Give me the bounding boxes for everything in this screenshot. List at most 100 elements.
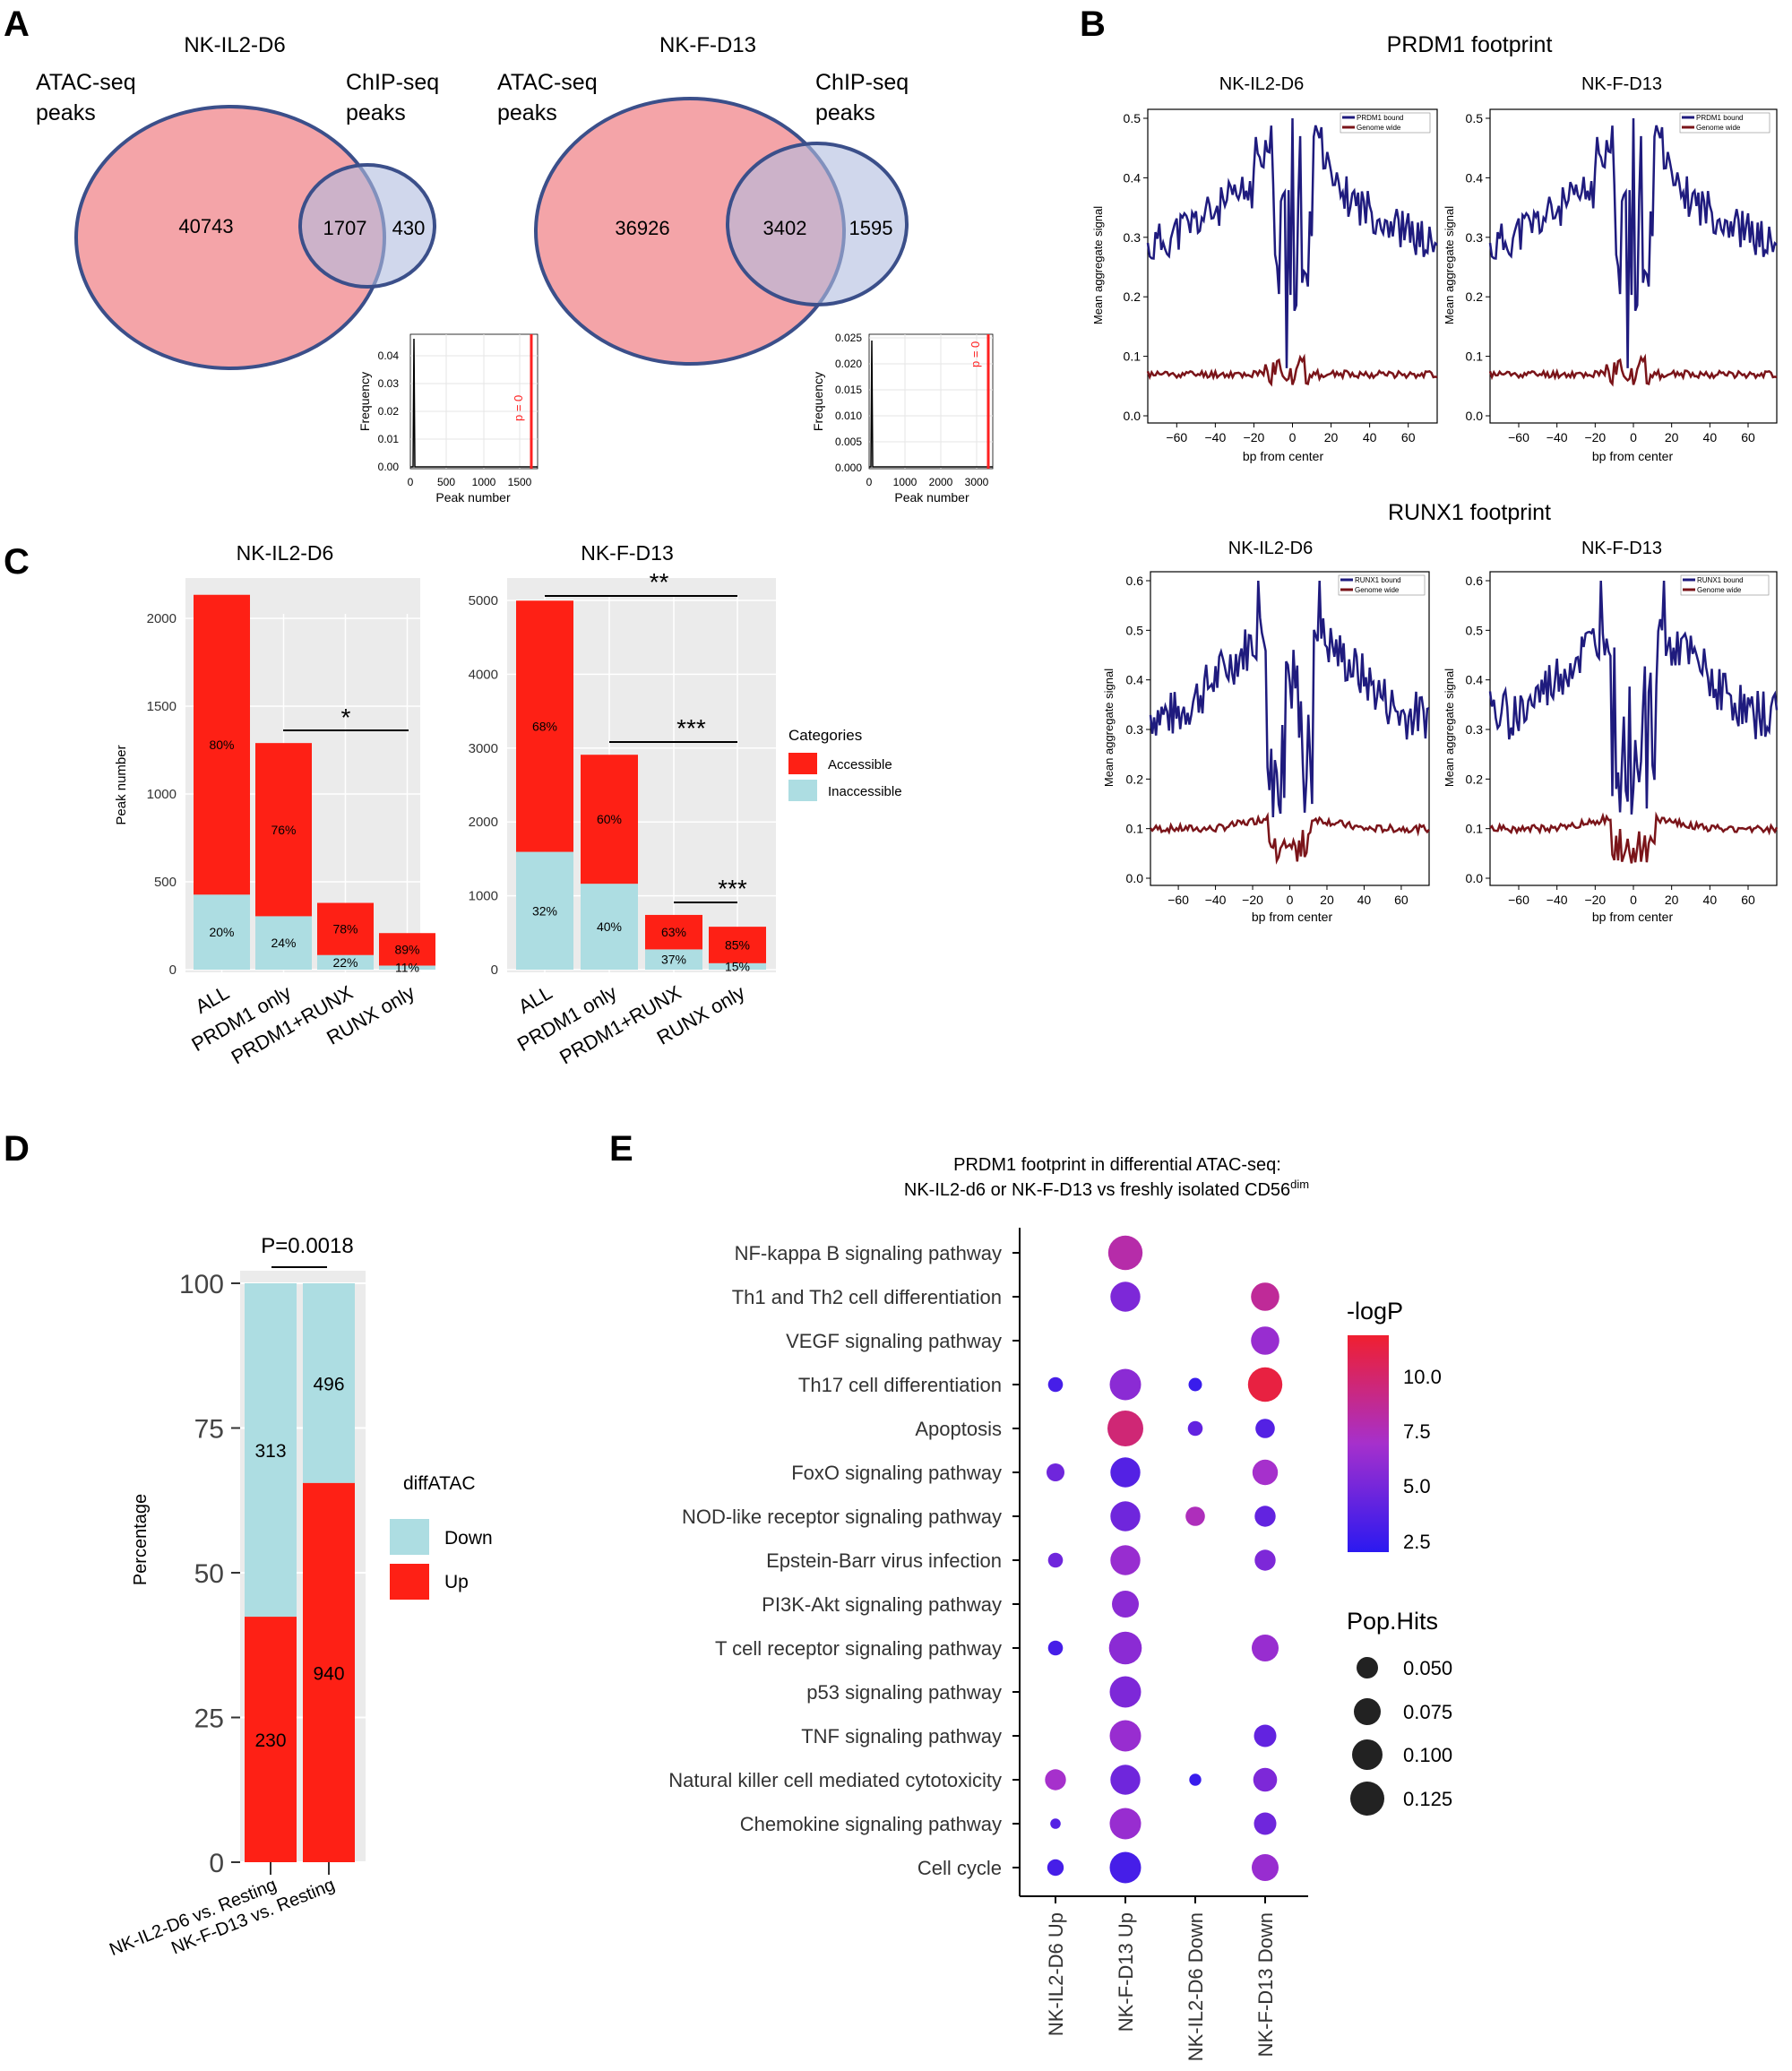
bar-inaccessible — [709, 962, 766, 970]
panel-c: NK-IL2-D6 NK-F-D13 Peak number 0 500 1000 1… — [114, 541, 902, 1068]
legend-d-label-up: Up — [444, 1572, 469, 1592]
x-tick-label: 40 — [1703, 430, 1718, 444]
x-tick-label: NK-IL2-D6 Up — [1045, 1912, 1067, 2036]
legend-e-color-tick: 5.0 — [1403, 1475, 1431, 1497]
bar-right-title: NK-F-D13 — [581, 541, 674, 565]
footprint-ylabel: Mean aggregate signal — [1102, 669, 1116, 787]
venn-left-overlap: 1707 — [323, 217, 367, 239]
bar-label-accessible: 80% — [209, 738, 234, 752]
bar-down — [245, 1283, 297, 1618]
panel-label-c: C — [4, 542, 30, 582]
bar-inaccessible — [645, 949, 702, 970]
dot-point — [1185, 1506, 1205, 1526]
y-tick-label: 0.3 — [1466, 230, 1484, 245]
genome-wide-line — [1489, 811, 1779, 864]
inset-right-ytick: 0.000 — [835, 462, 862, 474]
y-tick-label: 0.6 — [1466, 574, 1484, 588]
venn-left-title: NK-IL2-D6 — [184, 33, 285, 57]
inset-right-ytick: 0.015 — [835, 384, 862, 396]
dot-subtitle: NK-IL2-d6 or NK-F-D13 vs freshly isolate… — [904, 1178, 1309, 1200]
inset-left-xtick: 1500 — [508, 476, 532, 488]
bar-up — [303, 1482, 355, 1862]
x-tick-label: −60 — [1508, 430, 1529, 444]
bar-label-accessible: 89% — [394, 942, 419, 956]
y-tick-label: 75 — [194, 1415, 224, 1445]
y-tick-label: 0 — [169, 962, 177, 978]
y-tick-label: 100 — [179, 1270, 224, 1299]
venn-right-overlap: 3402 — [763, 217, 807, 239]
runx1-left-subtitle: NK-IL2-D6 — [1228, 539, 1313, 558]
panel-label-a: A — [4, 4, 30, 44]
x-tick-label: −40 — [1205, 893, 1227, 907]
legend-d-label-down: Down — [444, 1528, 493, 1549]
dot-point — [1251, 1326, 1279, 1355]
inset-right-xtick: 3000 — [965, 476, 989, 488]
x-tick-label: NK-F-D13 Up — [1115, 1912, 1137, 2032]
y-tick-label: Th1 and Th2 cell differentiation — [732, 1286, 1002, 1308]
panel-label-d: D — [4, 1129, 30, 1169]
genome-wide-line — [1146, 353, 1438, 387]
y-tick-label: p53 signaling pathway — [806, 1681, 1002, 1704]
inset-right-xtick: 0 — [866, 476, 873, 488]
bar-label-inaccessible: 15% — [725, 959, 750, 973]
y-tick-label: Natural killer cell mediated cytotoxicit… — [668, 1769, 1002, 1791]
inset-left-xtick: 1000 — [472, 476, 496, 488]
footprint-ylabel: Mean aggregate signal — [1443, 206, 1456, 324]
y-tick-label: 50 — [194, 1559, 224, 1589]
dot-plot: NF-kappa B signaling pathway Th1 and Th2 … — [668, 1228, 1308, 2061]
x-tick-label: 40 — [1703, 893, 1718, 907]
bar-accessible — [255, 743, 312, 917]
panel-b: PRDM1 footprint NK-IL2-D6 NK-F-D13 RUNX1… — [1091, 32, 1779, 924]
y-tick-label: 0.2 — [1126, 772, 1144, 786]
dot-point — [1252, 1635, 1279, 1661]
dot-point — [1254, 1506, 1276, 1527]
x-tick-label: 20 — [1320, 893, 1334, 907]
y-tick-label: 0.4 — [1466, 170, 1484, 185]
y-tick-label: 0.1 — [1124, 349, 1142, 364]
footprint-plot-prdm1-left: PRDM1 bound Genome wide −60 −40 −20 0 20 40 60… — [1124, 108, 1438, 444]
x-tick-label: 0 — [1287, 893, 1294, 907]
legend-e-color-title: -logP — [1347, 1298, 1403, 1325]
legend-e-size-dot — [1350, 1782, 1384, 1816]
x-tick-label: 60 — [1401, 430, 1416, 444]
inset-right-ytick: 0.010 — [835, 410, 862, 422]
inset-left-xlabel: Peak number — [435, 490, 511, 505]
x-tick-label: −40 — [1204, 430, 1226, 444]
legend-d-swatch-down — [390, 1519, 429, 1555]
dot-point — [1047, 1859, 1064, 1877]
legend-bound: PRDM1 bound — [1696, 114, 1743, 122]
dot-title: PRDM1 footprint in differential ATAC-seq… — [953, 1155, 1281, 1175]
runx1-right-subtitle: NK-F-D13 — [1581, 539, 1662, 558]
prdm1-left-subtitle: NK-IL2-D6 — [1219, 74, 1304, 94]
bar-label-inaccessible: 22% — [332, 955, 358, 970]
inset-left-frame — [409, 333, 538, 470]
y-tick-label: 0 — [209, 1849, 224, 1878]
bar-label-inaccessible: 20% — [209, 925, 234, 939]
dot-point — [1110, 1281, 1141, 1312]
inset-right-ytick: 0.005 — [835, 436, 862, 448]
y-tick-label: 0.6 — [1126, 574, 1144, 588]
y-tick-label: 5000 — [469, 593, 498, 608]
footprint-xlabel: bp from center — [1243, 449, 1324, 463]
venn-right-title: NK-F-D13 — [659, 33, 756, 57]
inset-left-ytick: 0.02 — [378, 405, 400, 418]
x-tick-label: −20 — [1244, 430, 1265, 444]
sig-label: *** — [718, 875, 747, 902]
inset-left-ytick: 0.01 — [378, 433, 400, 445]
bar-inaccessible — [379, 965, 435, 970]
bar-label-accessible: 78% — [332, 922, 358, 936]
y-tick-label: Cell cycle — [918, 1857, 1002, 1879]
y-tick-label: 0.2 — [1124, 289, 1142, 304]
dot-point — [1047, 1640, 1064, 1656]
dot-point — [1110, 1501, 1141, 1532]
inset-left-ytick: 0.03 — [378, 377, 400, 390]
y-tick-label: 0.5 — [1466, 623, 1484, 637]
bar-label-accessible: 63% — [661, 925, 686, 939]
bar-inaccessible — [317, 954, 374, 970]
x-tick-label: −20 — [1242, 893, 1263, 907]
y-tick-label: 0.3 — [1126, 722, 1144, 737]
inset-left-grid — [410, 334, 538, 469]
x-tick-label: −60 — [1166, 430, 1187, 444]
y-tick-label: 3000 — [469, 741, 498, 756]
